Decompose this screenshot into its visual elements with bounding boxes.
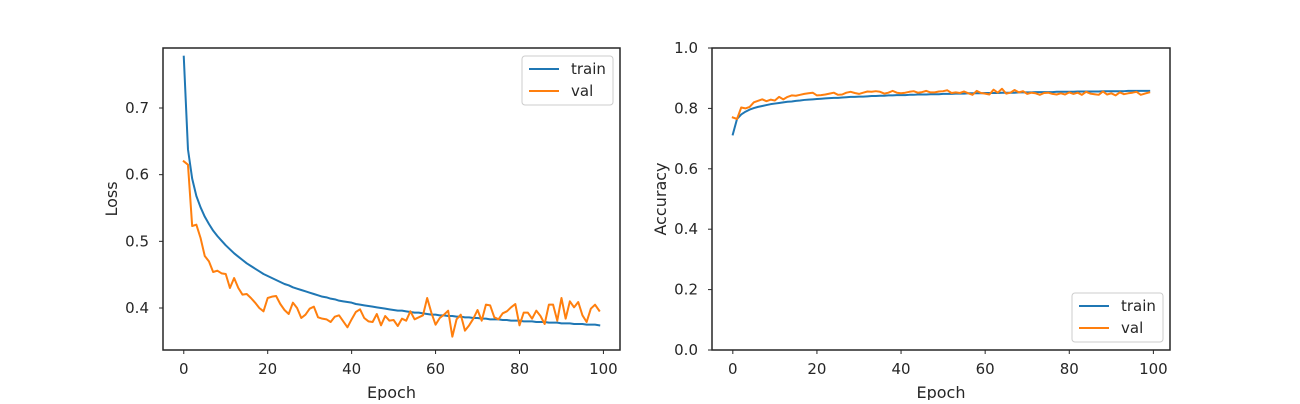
axes-frame [711, 47, 1171, 351]
axes-frame [162, 47, 621, 351]
x-axis-label: Epoch [367, 383, 416, 400]
legend-label-val: val [1121, 319, 1143, 337]
legend-label-val: val [571, 82, 593, 100]
x-tick-label: 0 [728, 360, 738, 378]
y-tick-label: 0.7 [125, 99, 149, 117]
series-line-train [182, 55, 601, 327]
y-tick-label: 0.2 [674, 281, 698, 299]
x-tick-label: 40 [342, 360, 361, 378]
x-tick-label: 20 [807, 360, 826, 378]
y-tick-label: 1.0 [674, 39, 698, 57]
series-line-val [731, 87, 1151, 120]
y-tick-label: 0.5 [125, 232, 149, 250]
y-axis-label: Accuracy [651, 162, 670, 235]
x-tick-label: 60 [976, 360, 995, 378]
chart-panel-1: 0 20 40 60 80 100 0.4 0.5 0.6 0.7 Epoch Loss train va… [102, 47, 621, 402]
x-axis-label: Epoch [917, 383, 966, 400]
x-tick-label: 0 [179, 360, 189, 378]
y-tick-label: 0.4 [125, 299, 149, 317]
legend-label-train: train [571, 60, 606, 78]
x-tick-label: 80 [1060, 360, 1079, 378]
y-tick-label: 0.4 [674, 220, 698, 238]
y-tick-label: 0.0 [674, 341, 698, 359]
x-tick-label: 100 [1139, 360, 1168, 378]
series-line-train [731, 89, 1151, 136]
series-line-val [182, 159, 601, 338]
y-tick-label: 0.6 [674, 160, 698, 178]
x-tick-label: 40 [891, 360, 910, 378]
chart-panel-2: 0 20 40 60 80 100 0.0 0.2 0.4 0.6 0.8 1.0 Epoch Accur… [651, 39, 1171, 402]
legend: train val [521, 55, 614, 106]
y-axis-label: Loss [102, 181, 121, 216]
legend-label-train: train [1121, 297, 1156, 315]
legend: train val [1071, 292, 1164, 343]
x-tick-label: 80 [510, 360, 529, 378]
x-tick-label: 100 [589, 360, 618, 378]
x-tick-label: 20 [258, 360, 277, 378]
y-tick-label: 0.6 [125, 166, 149, 184]
y-tick-label: 0.8 [674, 99, 698, 117]
x-tick-label: 60 [426, 360, 445, 378]
